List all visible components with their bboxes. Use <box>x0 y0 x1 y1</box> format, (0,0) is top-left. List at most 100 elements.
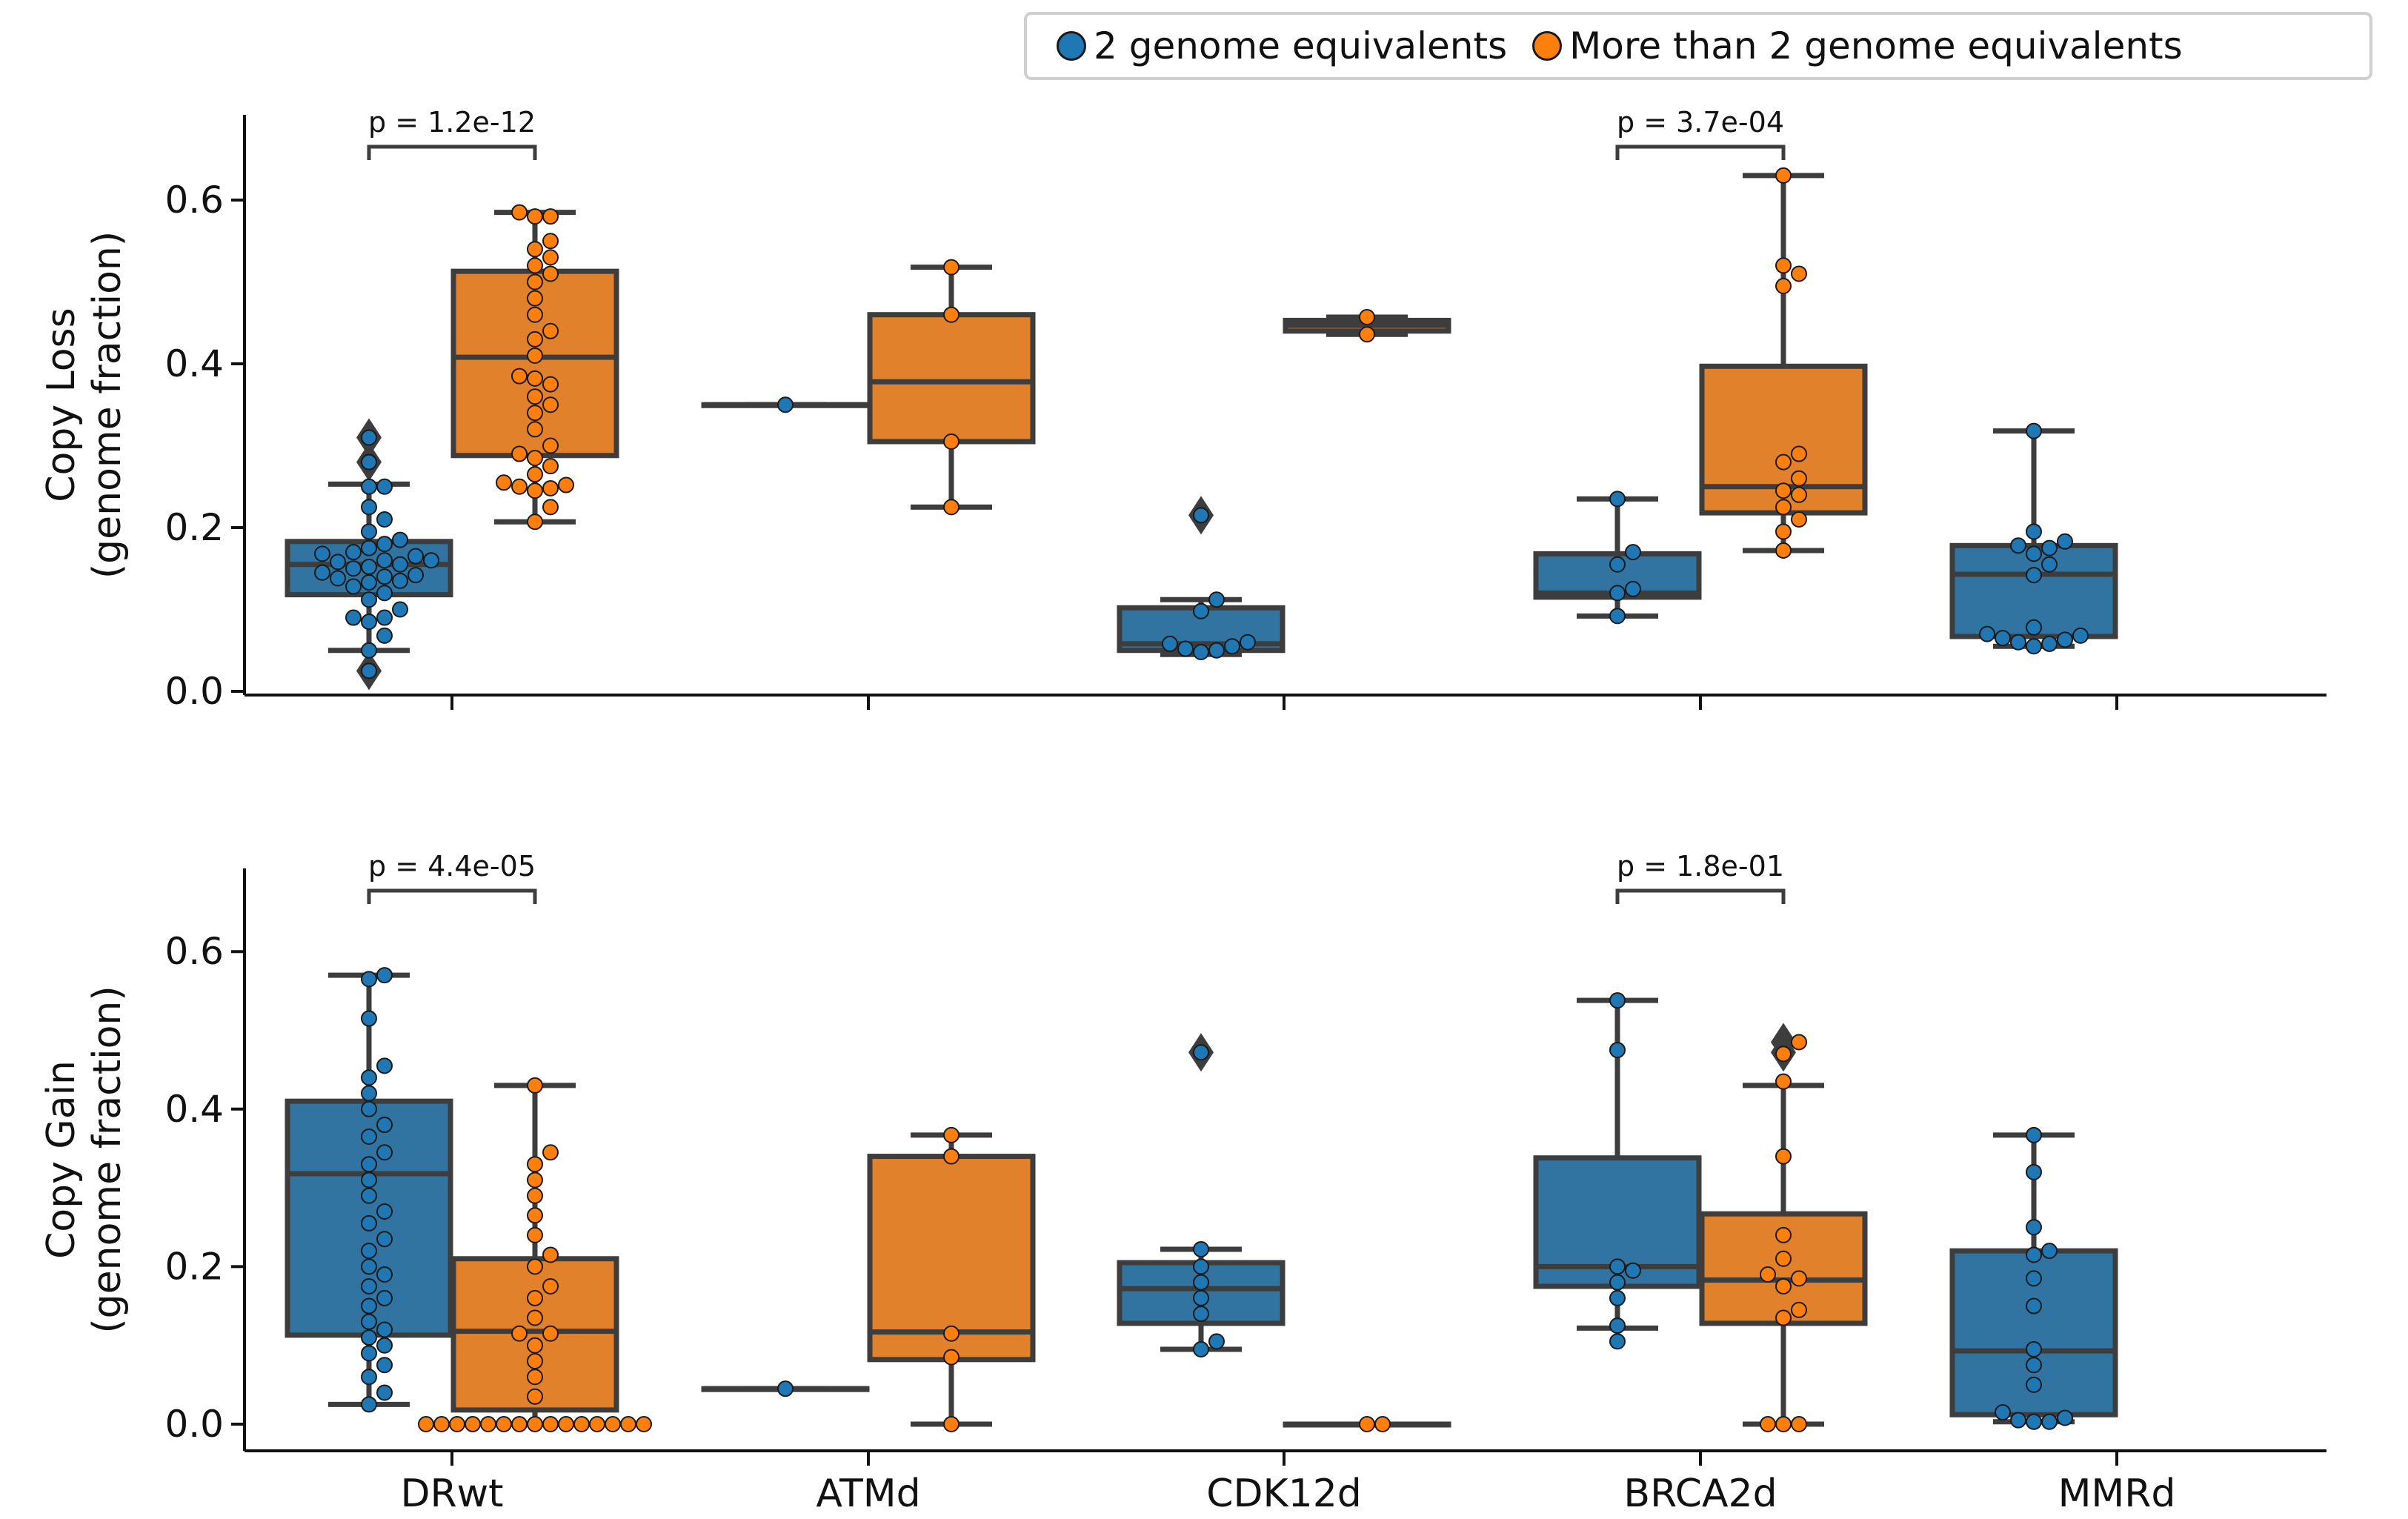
data-point-drwt-orange <box>542 1277 559 1294</box>
data-point-drwt-blue <box>376 478 393 495</box>
data-point-brca2d-orange <box>1760 1266 1776 1283</box>
data-point-drwt-blue <box>408 567 424 584</box>
data-point-drwt-blue <box>408 548 424 565</box>
data-point-drwt-blue <box>361 1329 377 1346</box>
data-point-drwt-blue <box>361 499 377 516</box>
data-point-cdk12d-blue <box>1193 1289 1209 1306</box>
data-point-drwt-orange <box>527 1416 543 1432</box>
data-point-cdk12d-orange <box>1359 1416 1375 1432</box>
significance-annotation: p = 4.4e-05 <box>367 850 537 904</box>
data-point-mmrd-blue <box>1995 630 2011 647</box>
data-point-cdk12d-blue <box>1240 634 1256 651</box>
data-point-brca2d-orange <box>1791 1416 1807 1432</box>
x-tick-label: ATMd <box>816 1472 920 1516</box>
data-point-mmrd-blue <box>2057 1409 2073 1426</box>
data-point-drwt-orange <box>542 1246 559 1263</box>
data-point-drwt-blue <box>361 1313 377 1330</box>
data-point-drwt-orange <box>542 376 559 393</box>
data-point-drwt-orange <box>511 1416 528 1432</box>
legend-label: 2 genome equivalents <box>1094 24 1508 67</box>
panel-copy-gain: 0.0 0.2 0.4 0.6 DRwt ATMd CDK12d BRCA2d MMRd Copy… <box>39 850 2326 1516</box>
data-point-drwt-blue <box>376 967 393 984</box>
data-point-brca2d-blue <box>1609 1333 1626 1350</box>
data-point-brca2d-orange <box>1775 523 1792 540</box>
bracket <box>367 144 537 160</box>
data-point-drwt-orange <box>527 1207 543 1224</box>
data-point-brca2d-orange <box>1775 542 1792 559</box>
data-point-drwt-orange <box>527 1077 543 1094</box>
legend: 2 genome equivalents More than 2 genome … <box>1024 12 2372 80</box>
data-point-drwt-orange <box>527 1156 543 1173</box>
data-point-drwt-orange <box>527 450 543 467</box>
data-point-drwt-blue <box>423 552 439 569</box>
data-point-brca2d-blue <box>1625 544 1641 561</box>
data-point-drwt-blue <box>361 1345 377 1362</box>
data-point-mmrd-blue <box>2026 545 2042 562</box>
data-point-drwt-blue <box>361 1214 377 1232</box>
data-point-brca2d-blue <box>1609 1317 1626 1334</box>
data-point-drwt-orange <box>527 1369 543 1386</box>
data-point-drwt-orange <box>527 306 543 323</box>
data-point-drwt-orange <box>527 273 543 290</box>
box-atmd-orange <box>867 265 1036 510</box>
data-point-atmd-orange <box>943 1126 959 1143</box>
significance-annotation: p = 3.7e-04 <box>1615 106 1786 160</box>
data-point-mmrd-blue <box>1995 1404 2011 1421</box>
x-tick-label: DRwt <box>400 1472 503 1516</box>
box-iqr <box>450 1256 619 1413</box>
data-point-drwt-orange <box>542 499 559 516</box>
data-point-drwt-orange <box>542 249 559 266</box>
data-point-cdk12d-orange <box>1359 309 1375 326</box>
data-point-brca2d-blue <box>1609 1289 1626 1306</box>
data-point-cdk12d-blue <box>1193 602 1209 619</box>
data-point-brca2d-orange <box>1775 482 1792 499</box>
data-point-drwt-blue <box>376 1117 393 1134</box>
data-point-mmrd-blue <box>2026 619 2042 636</box>
data-point-cdk12d-blue <box>1193 1341 1209 1358</box>
data-point-drwt-orange <box>542 208 559 225</box>
data-point-cdk12d-orange <box>1359 326 1375 343</box>
data-point-mmrd-blue <box>2041 556 2058 573</box>
data-point-brca2d-orange <box>1791 1270 1807 1287</box>
data-point-drwt-blue <box>361 1010 377 1027</box>
data-point-mmrd-blue <box>2041 539 2058 556</box>
box-iqr <box>867 312 1036 445</box>
data-point-mmrd-blue <box>2026 1126 2042 1143</box>
data-point-drwt-blue <box>361 1187 377 1204</box>
data-point-brca2d-orange <box>1775 1416 1792 1432</box>
data-point-drwt-blue <box>376 1289 393 1306</box>
data-point-drwt-orange <box>511 478 528 495</box>
bracket <box>367 888 537 904</box>
legend-entry-more-than-2-genome-equivalents: More than 2 genome equivalents <box>1532 24 2183 67</box>
data-point-brca2d-orange <box>1791 511 1807 528</box>
data-point-drwt-blue <box>361 614 377 631</box>
data-point-brca2d-orange <box>1775 1226 1792 1243</box>
data-point-brca2d-orange <box>1791 1301 1807 1318</box>
data-point-drwt-blue <box>361 574 377 591</box>
data-point-drwt-blue <box>361 478 377 495</box>
data-point-drwt-orange <box>418 1416 434 1432</box>
data-point-drwt-orange <box>527 482 543 499</box>
data-point-drwt-blue <box>361 662 377 679</box>
data-point-drwt-orange <box>542 1325 559 1342</box>
data-point-drwt-blue <box>392 572 408 589</box>
y-tick-label: 0.6 <box>164 930 224 973</box>
data-point-cdk12d-blue <box>1224 638 1240 655</box>
data-point-mmrd-blue <box>2026 1357 2042 1374</box>
data-point-brca2d-orange <box>1791 265 1807 282</box>
data-point-brca2d-orange <box>1775 1046 1792 1063</box>
data-point-drwt-blue <box>330 570 346 587</box>
data-point-mmrd-blue <box>2026 638 2042 655</box>
data-point-drwt-orange <box>527 1352 543 1369</box>
data-point-drwt-orange <box>542 479 559 496</box>
data-point-drwt-blue <box>376 1321 393 1338</box>
data-point-drwt-blue <box>376 1337 393 1354</box>
data-point-brca2d-orange <box>1775 1309 1792 1326</box>
x-tick-label: BRCA2d <box>1623 1472 1777 1516</box>
data-point-cdk12d-blue <box>1193 1044 1209 1061</box>
data-point-drwt-orange <box>527 257 543 274</box>
data-point-cdk12d-blue <box>1193 507 1209 524</box>
data-point-mmrd-blue <box>2057 631 2073 648</box>
data-point-drwt-blue <box>376 1384 393 1401</box>
